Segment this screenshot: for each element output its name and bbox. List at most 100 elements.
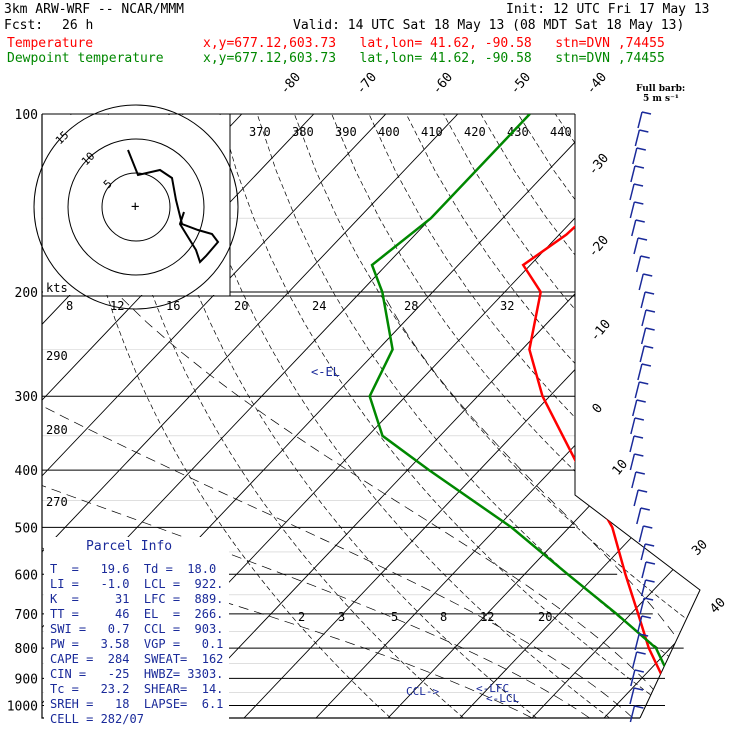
theta-label: 410 <box>421 125 443 139</box>
theta-label: 420 <box>464 125 486 139</box>
wind-barb-flag <box>635 219 645 223</box>
dewpoint-profile <box>368 114 681 704</box>
moist-adiabat <box>381 291 700 718</box>
dry-adiabat <box>368 114 700 718</box>
wind-barb-flag <box>640 255 650 259</box>
wind-barb <box>640 291 646 309</box>
wind-barb <box>640 579 647 597</box>
wind-barb <box>640 327 647 345</box>
wind-barb-flag <box>633 435 644 439</box>
wind-barb-flag <box>636 399 646 403</box>
pressure-tick-label: 400 <box>15 464 38 479</box>
dry-adiabat <box>704 114 740 718</box>
parcel-info-row: TT = 46 EL = 266. <box>50 607 224 621</box>
theta-label: 440 <box>550 125 572 139</box>
isotherm-line <box>42 114 459 718</box>
parcel-info-row: CAPE = 284 SWEAT= 162 <box>50 652 224 666</box>
wind-barb <box>632 147 638 165</box>
el-marker: <-EL <box>311 365 340 379</box>
isotherm-line <box>387 114 700 718</box>
wind-barb <box>635 255 642 273</box>
wind-barb-flag <box>645 327 655 331</box>
isotherm-label: -40 <box>584 70 611 98</box>
hodograph-ring <box>67 138 205 276</box>
left-axis-label: 270 <box>46 495 68 509</box>
dry-adiabat <box>555 114 700 718</box>
temperature-legend: Temperature <box>7 36 94 51</box>
wind-barb <box>641 561 647 579</box>
dry-adiabat <box>182 114 610 718</box>
pressure-tick-label: 900 <box>15 672 38 687</box>
forecast-label: Fcst: <box>4 18 44 33</box>
pressure-tick-label: 1000 <box>7 699 38 714</box>
isotherm-label: -30 <box>586 151 613 179</box>
wind-barb <box>634 129 641 147</box>
isotherm-label: 40 <box>707 595 729 617</box>
wind-barb <box>638 273 644 291</box>
parcel-info-row: CELL = 282/07 <box>50 712 144 726</box>
moist-adiabat <box>42 291 590 718</box>
wind-barb <box>633 237 639 255</box>
isotherm-line <box>171 114 700 718</box>
dry-adiabat <box>592 114 700 718</box>
parcel-info-row: PW = 3.58 VGP = 0.1 <box>50 637 224 651</box>
valid-time: Valid: 14 UTC Sat 18 May 13 (08 MDT Sat … <box>293 18 685 33</box>
wind-barb <box>640 543 646 561</box>
pressure-tick-label: 600 <box>15 568 38 583</box>
wind-barb-flag <box>633 183 644 187</box>
isotherm-label: -70 <box>354 70 381 98</box>
theta-label: 380 <box>292 125 314 139</box>
wind-barb <box>634 381 640 399</box>
moist-adiabat <box>42 291 634 718</box>
hodograph-speed-label: 12 <box>110 299 124 313</box>
mixing-ratio-label: 8 <box>440 610 447 624</box>
wind-barb-flag <box>635 471 646 475</box>
wind-barb <box>629 435 635 453</box>
wind-barb-flag <box>640 507 650 511</box>
hodograph-background <box>43 115 230 295</box>
wind-barb <box>637 363 643 381</box>
pressure-tick-label: 800 <box>15 642 38 657</box>
theta-label: 390 <box>335 125 357 139</box>
dry-adiabat <box>405 114 700 718</box>
parcel-info-row: Tc = 23.2 SHEAR= 14. <box>50 682 224 696</box>
temperature-location: x,y=677.12,603.73 lat,lon= 41.62, -90.58… <box>203 36 665 51</box>
wind-barb <box>633 489 639 507</box>
wind-barb-flag <box>636 651 646 655</box>
wind-barb <box>629 705 636 723</box>
wind-barb-flag <box>634 705 644 709</box>
wind-barb-flag <box>641 111 652 115</box>
wind-barb-flag <box>636 147 646 151</box>
parcel-info-row: CIN = -25 HWBZ= 3303. <box>50 667 224 681</box>
hodograph-speed-label: 20 <box>234 299 248 313</box>
wind-barb-flag <box>643 525 653 529</box>
wind-barb-flag <box>638 633 649 637</box>
theta-label: 400 <box>378 125 400 139</box>
wind-barb <box>630 417 636 435</box>
lcl-marker: <-LCL <box>486 692 519 705</box>
mixing-ratio-label: 3 <box>338 610 345 624</box>
pressure-tick-label: 500 <box>15 521 38 536</box>
left-axis-label: 280 <box>46 423 68 437</box>
mixing-ratio-label: 2 <box>298 610 305 624</box>
wind-barb <box>637 615 643 633</box>
hodograph-ring <box>33 104 239 310</box>
dewpoint-legend: Dewpoint temperature <box>7 51 164 66</box>
isotherm-label: -10 <box>588 317 615 345</box>
wind-barb <box>639 345 645 363</box>
isotherm-label: -20 <box>586 233 613 261</box>
wind-barb-flag <box>634 165 645 169</box>
wind-barb <box>641 309 647 327</box>
wind-barb-flag <box>637 237 648 241</box>
dry-adiabat <box>443 114 700 718</box>
parcel-info-row: SWI = 0.7 CCL = 903. <box>50 622 224 636</box>
parcel-info-row: LI = -1.0 LCL = 922. <box>50 577 224 591</box>
hodograph-center: + <box>131 199 139 215</box>
isotherm-label: 10 <box>610 457 632 479</box>
wind-barb-flag <box>644 291 655 295</box>
wind-barb-flag <box>634 417 645 421</box>
isotherm-line <box>675 114 700 718</box>
wind-barb-flag <box>639 381 649 385</box>
wind-barb <box>629 687 635 705</box>
